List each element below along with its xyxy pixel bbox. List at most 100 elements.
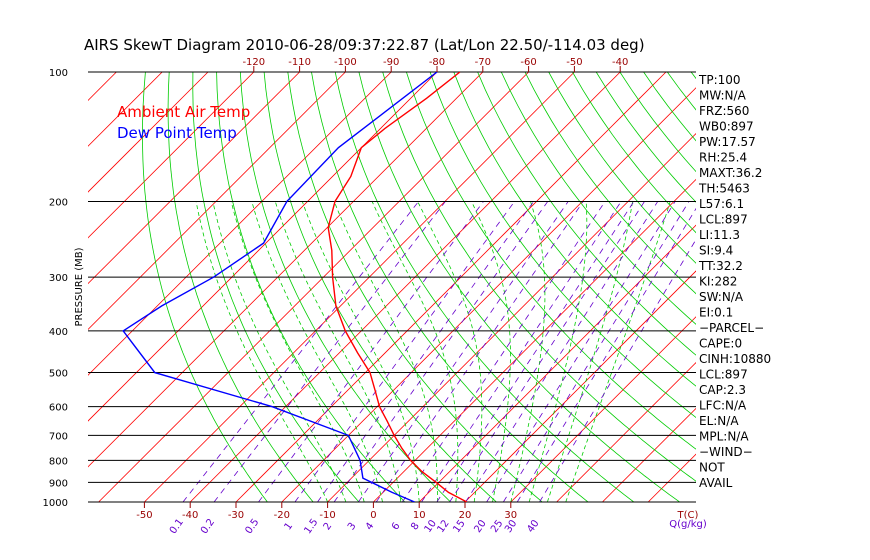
isotherm-line <box>0 72 25 502</box>
dry-adiabat-line <box>192 72 360 502</box>
dry-adiabat-line <box>739 72 870 502</box>
mixing-ratio-line <box>375 201 584 502</box>
isotherm-line <box>281 87 696 502</box>
top-temp-tick-label: -80 <box>429 57 445 68</box>
stability-index: SI:9.4 <box>699 244 733 258</box>
top-temp-tick-label: -70 <box>475 57 491 68</box>
stability-index: EI:0.1 <box>699 306 733 320</box>
mixing-ratio-line <box>401 201 606 502</box>
stability-index: LCL:897 <box>699 368 748 382</box>
bottom-temp-tick-label: 10 <box>413 510 426 521</box>
bottom-temp-unit-label: T(C) <box>677 510 699 521</box>
dry-adiabat-line <box>382 72 696 482</box>
stability-index: CAP:2.3 <box>699 383 746 397</box>
mixing-ratio-label: 6 <box>390 521 403 533</box>
isotherm-line <box>189 72 621 502</box>
isotherm-line <box>373 178 696 502</box>
dry-adiabat-line <box>334 72 635 502</box>
stability-index: LI:11.3 <box>699 228 740 242</box>
legend-ambient-air-temp: Ambient Air Temp <box>117 103 250 121</box>
mixing-ratio-line <box>486 201 676 502</box>
stability-index: NOT <box>699 461 725 475</box>
isotherm-line <box>602 407 696 502</box>
isotherm-line <box>556 362 696 502</box>
stability-index: KI:282 <box>699 275 737 289</box>
mixing-ratio-label: 0.2 <box>199 517 217 536</box>
mixing-ratio-line <box>317 201 535 502</box>
mixing-ratio-line <box>258 201 484 502</box>
stability-index: TP:100 <box>698 73 741 87</box>
stability-index: L57:6.1 <box>699 197 744 211</box>
pressure-tick-label: 1000 <box>43 498 68 509</box>
pressure-tick-label: 300 <box>49 273 68 284</box>
bottom-temp-tick-label: 20 <box>459 510 472 521</box>
mixing-ratio-line <box>333 201 549 502</box>
pressure-tick-label: 600 <box>49 403 68 414</box>
stability-index: TH:5463 <box>698 182 750 196</box>
sounding-profiles <box>122 72 468 502</box>
stability-index: RH:25.4 <box>699 151 747 165</box>
mixing-ratio-line <box>503 201 690 502</box>
bottom-temp-tick-label: -40 <box>182 510 198 521</box>
mixing-ratio-label: 12 <box>435 518 451 535</box>
pressure-tick-label: 100 <box>49 68 68 79</box>
mixing-ratio-label: 40 <box>525 518 541 535</box>
bottom-temp-tick-label: -30 <box>228 510 244 521</box>
mixing-ratio-line <box>436 201 635 502</box>
moist-adiabat-line <box>547 201 633 502</box>
dry-adiabat-line <box>167 72 314 502</box>
stability-index: TT:32.2 <box>698 259 743 273</box>
top-temp-tick-label: -120 <box>242 57 265 68</box>
mixing-ratio-label: 25 <box>489 518 505 535</box>
isobar-lines <box>88 71 696 503</box>
isotherm-line <box>88 72 346 330</box>
top-temp-tick-label: -90 <box>383 57 399 68</box>
bottom-temp-tick-label: -50 <box>136 510 152 521</box>
isotherm-line <box>647 453 696 502</box>
dry-adiabat-line <box>141 72 268 502</box>
pressure-tick-label: 700 <box>49 431 68 442</box>
isotherm-line <box>418 224 696 502</box>
dry-adiabat-line <box>358 72 680 502</box>
stability-index: CAPE:0 <box>699 337 742 351</box>
stability-index: EL:N/A <box>699 414 739 428</box>
isotherm-line <box>88 72 255 239</box>
mixing-ratio-label: 1.5 <box>302 517 320 536</box>
isotherm-line <box>88 72 392 376</box>
isotherm-line <box>235 72 667 502</box>
pressure-tick-label: 500 <box>49 369 68 380</box>
dry-adiabat-line <box>666 72 696 111</box>
stability-index: MPL:N/A <box>699 430 749 444</box>
mixing-ratio-label: 2 <box>322 521 335 533</box>
stability-index: FRZ:560 <box>699 104 749 118</box>
pressure-tick-label: 800 <box>49 456 68 467</box>
stability-index: PW:17.57 <box>699 135 756 149</box>
isotherm-line <box>88 72 209 193</box>
stability-index: MW:N/A <box>699 89 747 103</box>
dry-adiabat-line <box>311 72 589 502</box>
mixing-ratio-line <box>358 201 569 502</box>
chart-title: AIRS SkewT Diagram 2010-06-28/09:37:22.8… <box>84 36 645 54</box>
dew-point-temp-line <box>122 72 438 502</box>
top-temp-tick-label: -60 <box>520 57 536 68</box>
bottom-temp-tick-label: -10 <box>319 510 335 521</box>
mixing-ratio-label: 3 <box>346 521 359 533</box>
mixing-ratio-label: 0.5 <box>243 517 261 536</box>
isotherm-line <box>464 270 696 502</box>
dry-adiabat-line <box>548 72 696 264</box>
stability-index: −WIND− <box>699 445 753 459</box>
dry-adiabat-line <box>287 72 543 502</box>
isotherm-line <box>98 72 529 502</box>
top-temp-tick-label: -100 <box>334 57 357 68</box>
isotherm-line <box>88 72 300 285</box>
mixing-ratio-line <box>539 238 696 502</box>
dry-adiabat-line <box>216 72 406 502</box>
mixing-ratio-label: 1 <box>283 521 296 533</box>
isotherm-line <box>327 133 696 502</box>
dry-adiabat-line <box>524 72 696 295</box>
dry-adiabat-line <box>477 72 696 356</box>
moist-adiabat-line <box>565 201 671 502</box>
bottom-temp-tick-label: 30 <box>504 510 517 521</box>
